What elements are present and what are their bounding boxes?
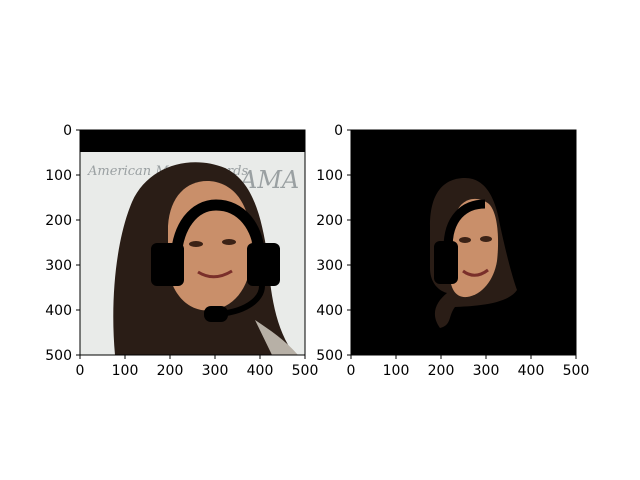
left-x-tick-label: 0 — [76, 363, 85, 379]
right-segmented-face — [430, 178, 517, 328]
right-y-tick-label: 100 — [316, 168, 343, 184]
left-y-tick-label: 0 — [63, 123, 72, 139]
right-y-tick-label: 500 — [316, 348, 343, 364]
right-y-tick-label: 400 — [316, 303, 343, 319]
left-y-tick-label: 100 — [45, 168, 72, 184]
left-top-black-band — [80, 130, 305, 152]
left-headset-icon — [151, 199, 280, 322]
right-x-tick-label: 400 — [518, 363, 545, 379]
right-eye-left — [459, 237, 471, 243]
right-x-tick-label: 500 — [563, 363, 590, 379]
panel-right-image: 0 100 200 300 400 500 0 100 200 300 400 500 — [316, 123, 589, 379]
right-eye-right — [480, 236, 492, 242]
right-x-tick-label: 0 — [347, 363, 356, 379]
right-y-tick-label: 200 — [316, 213, 343, 229]
right-x-axis: 0 100 200 300 400 500 — [347, 355, 590, 379]
right-y-axis: 0 100 200 300 400 500 — [316, 123, 351, 364]
left-x-tick-label: 200 — [157, 363, 184, 379]
left-mouth — [197, 269, 233, 279]
watermark-ama-logo: AMA — [238, 166, 299, 194]
left-y-axis: 0 100 200 300 400 500 — [45, 123, 80, 364]
left-shoulder — [255, 320, 298, 355]
left-eye-left — [189, 241, 203, 247]
left-x-tick-label: 300 — [202, 363, 229, 379]
right-x-tick-label: 100 — [383, 363, 410, 379]
right-y-tick-label: 0 — [334, 123, 343, 139]
left-x-axis: 0 100 200 300 400 500 — [76, 355, 319, 379]
right-mouth — [462, 268, 489, 277]
left-y-tick-label: 500 — [45, 348, 72, 364]
right-y-tick-label: 300 — [316, 258, 343, 274]
left-axes-frame — [79, 129, 306, 356]
left-photo: American Music Awards AMA — [80, 130, 305, 355]
left-y-tick-label: 400 — [45, 303, 72, 319]
left-y-tick-label: 200 — [45, 213, 72, 229]
left-x-tick-label: 500 — [292, 363, 319, 379]
right-x-tick-label: 200 — [428, 363, 455, 379]
left-x-tick-label: 400 — [247, 363, 274, 379]
right-axes-frame — [350, 129, 577, 356]
left-eye-right — [222, 239, 236, 245]
left-x-tick-label: 100 — [112, 363, 139, 379]
left-y-tick-label: 300 — [45, 258, 72, 274]
right-x-tick-label: 300 — [473, 363, 500, 379]
right-headset-icon — [434, 199, 486, 284]
panel-left-image: American Music Awards AMA 0 100 200 300 400 5… — [45, 123, 318, 379]
